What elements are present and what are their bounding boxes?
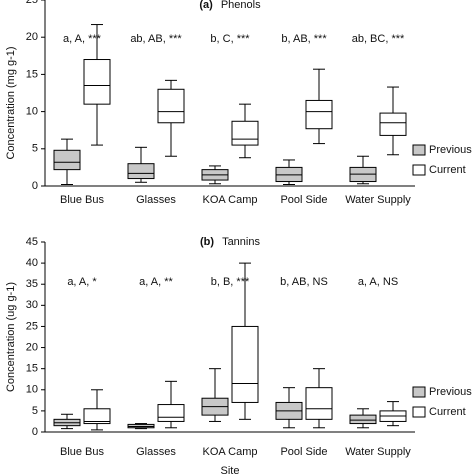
legend-swatch [412, 164, 426, 176]
annotation: a, A, *** [63, 33, 102, 45]
panel-label: (a) [199, 0, 213, 11]
box [83, 59, 111, 105]
x-tick-label: Pool Side [280, 446, 327, 458]
y-tick-label: 20 [26, 341, 38, 353]
box [127, 163, 155, 180]
annotation: b, C, *** [210, 33, 250, 45]
x-tick-label: Glasses [136, 194, 176, 206]
x-tick-label: Water Supply [345, 446, 411, 458]
panel-title: (a) Phenols [199, 0, 261, 11]
y-tick-label: 45 [26, 236, 38, 248]
y-tick-label: 15 [26, 68, 38, 80]
annotation: a, A, * [67, 276, 97, 288]
box [231, 120, 259, 146]
legend-label: Current [429, 406, 466, 418]
y-tick-label: 35 [26, 278, 38, 290]
annotation: b, AB, *** [281, 33, 327, 45]
box [349, 414, 377, 425]
annotation: b, AB, NS [280, 276, 328, 288]
annotation: a, A, ** [139, 276, 173, 288]
x-tick-label: Blue Bus [60, 194, 105, 206]
x-tick-label: KOA Camp [202, 446, 257, 458]
y-tick-label: 0 [32, 180, 38, 192]
legend-label: Current [429, 164, 466, 176]
y-tick-label: 5 [32, 405, 38, 417]
y-axis-label: Concentration (ug g-1) [5, 282, 17, 392]
y-tick-label: 25 [26, 0, 38, 6]
panel-label: (b) [200, 236, 214, 248]
x-tick-label: Glasses [136, 446, 176, 458]
y-tick-label: 10 [26, 384, 38, 396]
title: Phenols [221, 0, 261, 11]
x-axis-label: Site [221, 465, 240, 474]
annotation: b, B, *** [211, 276, 250, 288]
box [379, 112, 407, 136]
x-tick-label: Pool Side [280, 194, 327, 206]
box [305, 99, 333, 130]
y-axis-label: Concentration (mg g-1) [5, 46, 17, 159]
y-tick-label: 20 [26, 31, 38, 43]
annotation: a, A, NS [358, 276, 398, 288]
y-tick-label: 0 [32, 426, 38, 438]
x-tick-label: KOA Camp [202, 194, 257, 206]
legend-swatch [412, 386, 426, 398]
panel-title: (b) Tannins [200, 236, 260, 248]
y-tick-label: 15 [26, 363, 38, 375]
y-tick-label: 25 [26, 320, 38, 332]
legend-label: Previous [429, 144, 472, 156]
box [305, 387, 333, 420]
annotation: ab, AB, *** [130, 33, 182, 45]
x-tick-label: Water Supply [345, 194, 411, 206]
box [157, 404, 185, 422]
legend-swatch [412, 406, 426, 418]
annotation: ab, BC, *** [352, 33, 405, 45]
y-tick-label: 5 [32, 143, 38, 155]
box [157, 88, 185, 124]
y-tick-label: 30 [26, 299, 38, 311]
box [53, 149, 81, 171]
box [231, 325, 259, 403]
box [83, 408, 111, 425]
legend-label: Previous [429, 386, 472, 398]
title: Tannins [222, 236, 260, 248]
legend-swatch [412, 144, 426, 156]
x-tick-label: Blue Bus [60, 446, 105, 458]
y-tick-label: 40 [26, 257, 38, 269]
y-tick-label: 10 [26, 106, 38, 118]
